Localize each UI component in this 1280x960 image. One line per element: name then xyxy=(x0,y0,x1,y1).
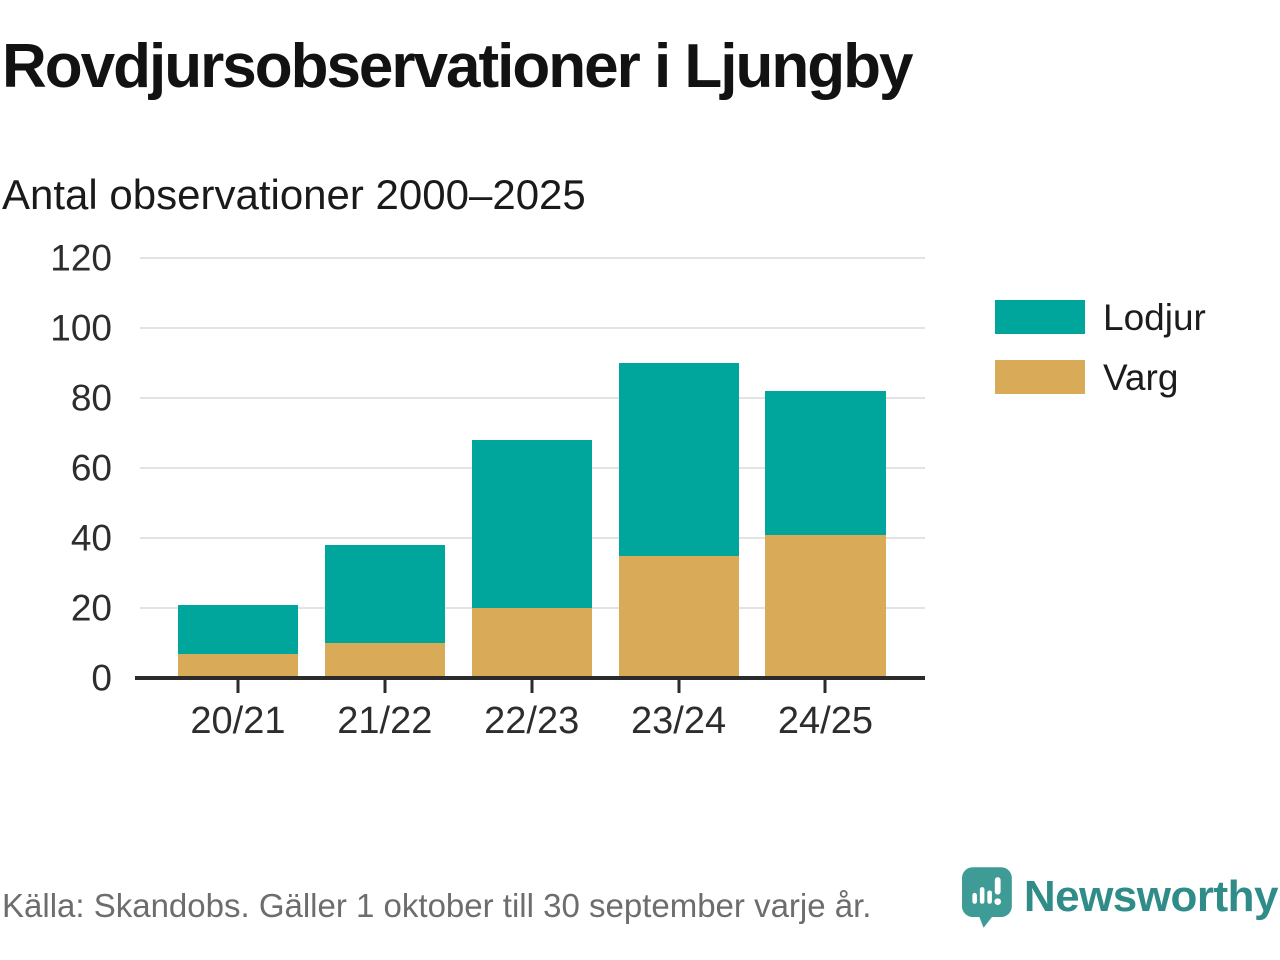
legend-label-varg: Varg xyxy=(1103,356,1179,398)
newsworthy-logo-text: Newsworthy xyxy=(1023,872,1279,921)
x-tick xyxy=(383,680,387,693)
legend: Lodjur Varg xyxy=(995,298,1206,418)
gridline xyxy=(140,257,925,259)
legend-swatch-varg xyxy=(995,360,1085,394)
x-tick-label: 23/24 xyxy=(631,700,727,742)
bar-segment-varg-20-21 xyxy=(177,653,298,678)
x-tick-label: 22/23 xyxy=(484,700,580,742)
bar-segment-lodjur-22-23 xyxy=(471,440,592,609)
x-tick-label: 24/25 xyxy=(777,700,873,742)
y-tick-label: 120 xyxy=(50,237,112,279)
source-note: Källa: Skandobs. Gäller 1 oktober till 3… xyxy=(2,887,872,924)
x-tick xyxy=(530,680,534,693)
legend-label-lodjur: Lodjur xyxy=(1103,296,1206,338)
x-tick-label: 20/21 xyxy=(190,700,286,742)
bar-segment-varg-22-23 xyxy=(471,608,592,678)
bar-segment-varg-21-22 xyxy=(324,643,445,678)
gridline xyxy=(140,327,925,329)
y-tick-label: 60 xyxy=(70,447,112,489)
y-tick-label: 100 xyxy=(50,307,112,349)
bar-segment-lodjur-23-24 xyxy=(618,363,739,556)
y-tick-label: 80 xyxy=(70,377,112,419)
bar-segment-lodjur-24-25 xyxy=(765,391,886,535)
legend-item-lodjur: Lodjur xyxy=(995,298,1206,336)
x-tick xyxy=(823,680,827,693)
x-tick xyxy=(236,680,240,693)
plot-area: 20/21 21/22 22/23 23/24 24/25 xyxy=(135,257,925,740)
bar-segment-varg-23-24 xyxy=(618,555,739,678)
gridline xyxy=(140,397,925,400)
bar-segment-lodjur-21-22 xyxy=(324,545,445,644)
x-tick xyxy=(677,680,681,693)
chart-title: Rovdjursobservationer i Ljungby xyxy=(2,32,913,101)
y-tick-label: 0 xyxy=(91,657,112,699)
x-axis-line xyxy=(135,676,925,680)
bar-segment-lodjur-20-21 xyxy=(177,604,298,654)
chart-subtitle: Antal observationer 2000–2025 xyxy=(2,171,586,218)
bar-chart-speech-bubble-icon xyxy=(962,866,1012,928)
bar-segment-varg-24-25 xyxy=(765,534,886,678)
newsworthy-logo: Newsworthy xyxy=(962,858,1279,936)
y-axis: 0 20 40 60 80 100 120 xyxy=(0,240,112,697)
x-tick-label: 21/22 xyxy=(337,700,433,742)
y-tick-label: 40 xyxy=(70,517,112,559)
legend-item-varg: Varg xyxy=(995,358,1206,396)
legend-swatch-lodjur xyxy=(995,300,1085,334)
y-tick-label: 20 xyxy=(70,587,112,629)
